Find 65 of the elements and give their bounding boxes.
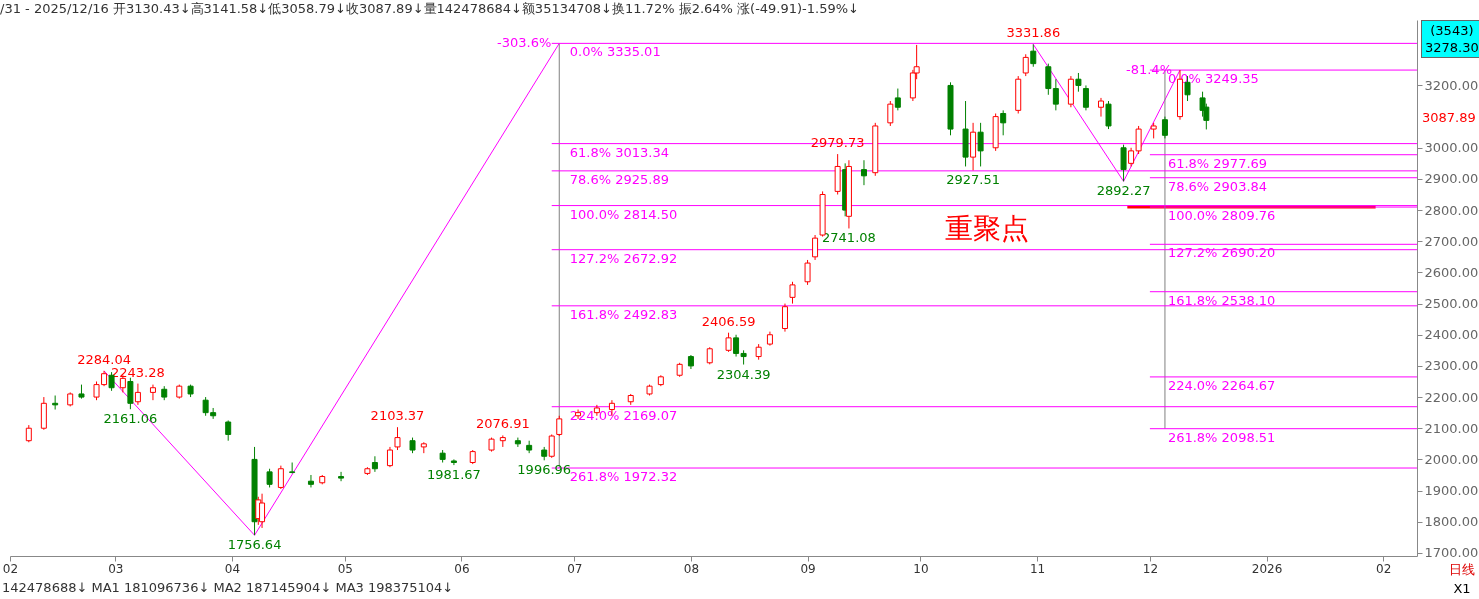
y-tick-label: 1800.00 [1424,514,1479,530]
series-label: 224.0% 2169.07 [569,407,678,423]
y-tick-label: 2800.00 [1424,202,1479,218]
y-tick-label: 2900.00 [1424,171,1479,187]
y-tick-label: 3200.00 [1424,77,1479,93]
annotation: 2741.08 [822,230,876,246]
annotation: 2927.51 [946,172,1000,188]
text: 日线 [1449,561,1475,579]
y-tick-label: 2700.00 [1424,233,1479,249]
annotation: 1996.96 [517,462,572,478]
y-tick-label: 2100.00 [1424,420,1479,436]
series-label: 224.0% 2264.67 [1167,377,1276,393]
chart-title: /31 - 2025/12/16 开3130.43↓高3141.58↓低3058.79↓收3087.89↓量142478684↓额35134708↓换11.72% 振2.64% 涨(-49.91)-1.59%↓ [0,1,859,16]
text: 3087.89 [1422,110,1476,125]
series-label: 100.0% 2809.76 [1167,208,1276,224]
y-tick-label: 2600.00 [1424,264,1479,280]
series-label: 161.8% 2492.83 [569,306,678,322]
annotation: 3331.86 [1006,25,1061,41]
annotation: -303.6% [496,35,552,51]
series-label: 161.8% 2538.10 [1167,292,1276,308]
annotation: 2103.37 [370,408,425,424]
series-label: 127.2% 2672.92 [569,250,678,266]
y-tick-label: 3000.00 [1424,140,1479,156]
annotation: 2243.28 [111,364,165,380]
series-label: 0.0% 3335.01 [569,44,661,60]
y-tick-label: 2400.00 [1424,327,1479,343]
series-label: 127.2% 2690.20 [1167,245,1276,261]
x-tick-label: 05 [337,561,353,576]
annotation: 1756.64 [227,537,282,553]
y-tick-label: 2200.00 [1424,389,1479,405]
series-label: 61.8% 2977.69 [1167,155,1268,171]
y-tick-label: 2300.00 [1424,358,1479,374]
y-tick-label: 2500.00 [1424,296,1479,312]
x-tick-label: 04 [224,561,241,576]
annotation: 2892.27 [1096,183,1151,199]
x-tick-label: 08 [683,561,700,576]
text: (3543) [1429,22,1475,39]
annotation: 1981.67 [427,467,481,483]
x-tick-label: 11 [1029,561,1046,576]
x-tick-label: 12 [1142,561,1159,576]
x-tick-label: 09 [800,561,816,576]
x-tick-label: 06 [454,561,470,576]
annotation: 2284.04 [77,351,131,367]
series-label: 78.6% 2903.84 [1167,178,1268,194]
x-tick-label: 02 [1376,561,1392,576]
text: X1 [1452,580,1472,598]
y-tick-label: 1700.00 [1424,545,1479,561]
x-tick-label: 03 [108,561,124,576]
text: 3278.30 [1425,39,1479,56]
y-tick-label: 1900.00 [1424,483,1479,499]
series-label: 261.8% 2098.51 [1167,429,1276,445]
annotation: 2406.59 [701,313,756,329]
text: 142478688↓ MA1 181096736↓ MA2 187145904↓ MA3 198375104↓ [2,580,454,595]
x-tick-label: 02 [2,561,19,576]
y-tick-label: 2000.00 [1424,451,1479,467]
x-tick-label: 2026 [1251,561,1283,576]
series-label: 61.8% 3013.34 [569,144,669,160]
series-label: 261.8% 1972.32 [569,469,678,485]
annotation: 2304.39 [716,366,771,382]
annotation: 重聚点 [945,211,1029,247]
x-tick-label: 10 [913,561,929,576]
annotation: 2076.91 [475,416,530,432]
x-tick-label: 07 [567,561,583,576]
series-label: 100.0% 2814.50 [569,206,678,222]
series-label: 78.6% 2925.89 [569,171,669,187]
